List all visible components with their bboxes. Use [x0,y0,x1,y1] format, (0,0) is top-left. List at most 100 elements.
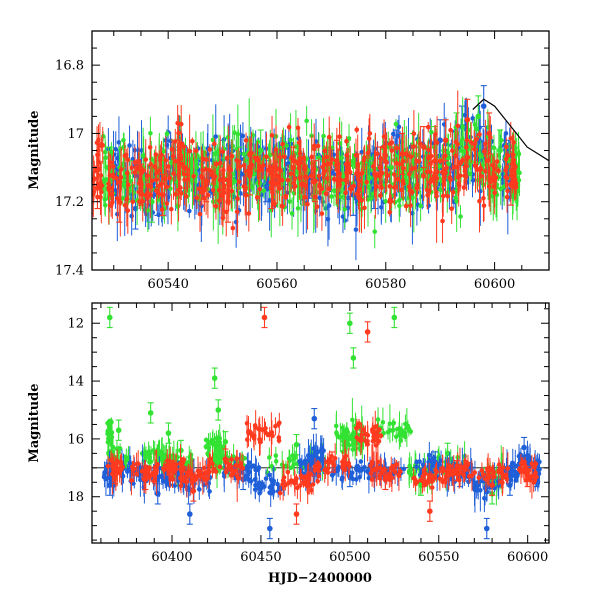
top-cloud-point [326,203,332,208]
top-cloud-point [437,158,443,164]
top-data-point [377,164,384,171]
top-cloud-point [345,167,351,172]
top-cloud-point [225,134,231,140]
bottom-cloud-point [305,453,311,458]
top-cloud-point [346,195,351,201]
bottom-cloud-point [309,460,314,466]
bottom-cloud-point [217,445,223,451]
top-cloud-point [428,169,433,175]
top-cloud-point [421,174,426,179]
bottom-data-point [347,473,353,480]
bottom-cloud-point [267,472,272,478]
top-ticks: 60540 60560 60580 60600 16.8 17 17.2 17.4 [55,30,550,292]
top-xtick-label: 60540 [147,277,188,292]
top-cloud-point [98,194,103,200]
bottom-cloud-point [257,480,262,485]
top-cloud-point [232,130,237,135]
top-cloud-point [99,183,105,188]
top-cloud-point [361,157,367,163]
top-data-point [421,144,427,150]
top-data-point [290,164,297,171]
top-cloud-point [354,127,360,133]
top-cloud-point [477,198,482,204]
top-cloud-point [434,140,440,145]
top-cloud-point [131,190,136,195]
top-cloud-point [213,134,219,139]
top-cloud-point [143,157,149,162]
top-data-point [475,113,482,120]
top-cloud-point [381,144,387,150]
top-cloud-point [477,132,482,137]
bottom-cloud-point [358,459,364,464]
top-data-point [453,130,460,137]
top-cloud-point [483,141,488,147]
top-cloud-point [331,188,337,193]
top-cloud-point [280,141,285,147]
top-cloud-point [455,123,461,129]
top-cloud-point [234,209,240,215]
bottom-cloud-point [243,473,249,478]
bottom-cloud-point [106,430,111,435]
bottom-cloud-point [247,460,252,465]
bottom-cloud-point [267,485,273,490]
top-cloud-point [236,159,242,164]
top-cloud-point [278,168,283,173]
top-cloud-point [478,173,484,179]
bottom-data-point [293,441,300,448]
top-data-point [399,151,405,157]
top-cloud-point [486,184,492,189]
bottom-cloud-point [336,434,342,440]
top-cloud-point [344,138,349,144]
top-cloud-point [366,136,372,141]
top-cloud-point [408,154,414,160]
top-data-point [508,181,514,188]
top-data-point [181,164,188,171]
top-cloud-point [483,168,488,174]
top-data-point [268,185,275,191]
top-cloud-point [322,148,327,154]
bottom-cloud-point [203,437,209,443]
bottom-data-point [154,491,161,497]
bottom-cloud-point [395,426,400,432]
top-cloud-point [260,163,266,168]
top-data-point [388,164,395,171]
bottom-cloud-point [329,472,335,478]
top-cloud-point [440,218,445,224]
top-cloud-point [426,147,431,153]
top-data-point [486,130,492,137]
top-data-point [480,103,487,109]
bottom-data-point [211,375,218,381]
top-data-point [116,198,123,205]
top-plot-area [92,85,549,261]
bottom-cloud-point [397,430,402,436]
top-cloud-point [288,171,294,177]
bottom-cloud-point [344,441,350,446]
bottom-data-point [115,427,122,434]
top-cloud-point [271,164,277,170]
top-cloud-point [430,176,436,181]
top-cloud-point [323,191,329,197]
top-cloud-point [110,199,115,205]
bottom-cloud-point [106,451,111,457]
top-cloud-point [503,144,509,150]
top-cloud-point [121,137,126,143]
top-cloud-point [331,176,337,182]
top-cloud-point [510,152,516,158]
bottom-cloud-point [206,481,211,486]
top-cloud-point [295,206,301,211]
top-cloud-point [187,148,192,154]
top-cloud-point [351,183,357,189]
top-cloud-point [405,162,411,167]
top-cloud-point [279,177,285,183]
top-cloud-point [321,171,326,176]
bottom-cloud-point [359,467,365,473]
bottom-cloud-point [334,430,339,435]
top-xtick-label: 60580 [365,277,406,292]
top-cloud-point [347,186,353,192]
top-cloud-point [342,206,347,212]
top-cloud-point [492,178,498,184]
top-cloud-point [286,124,292,130]
bottom-data-point [215,407,222,413]
top-cloud-point [282,154,287,160]
